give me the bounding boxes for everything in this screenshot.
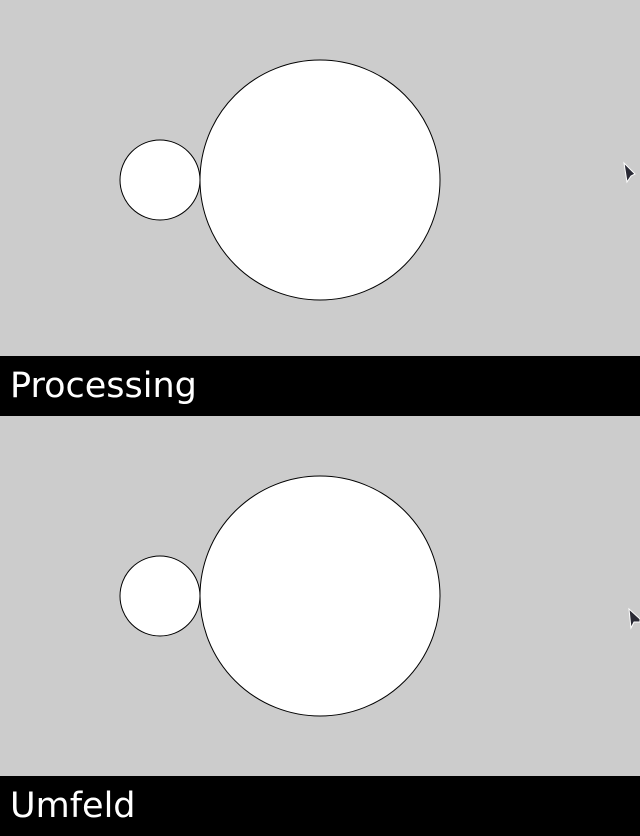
sketch-drawing xyxy=(119,59,636,301)
large-circle xyxy=(199,475,441,717)
small-circle xyxy=(119,139,201,221)
large-circle xyxy=(199,59,441,301)
sketch-drawing xyxy=(119,475,640,717)
mouse-pointer-icon xyxy=(628,607,640,630)
sketch-canvas[interactable] xyxy=(0,0,640,356)
small-circle xyxy=(119,555,201,637)
processing-panel: Processing xyxy=(0,0,640,416)
panel-label: Processing xyxy=(0,356,640,416)
mouse-pointer-icon xyxy=(623,161,636,184)
sketch-canvas[interactable] xyxy=(0,416,640,776)
umfeld-panel: Umfeld xyxy=(0,416,640,836)
panel-label: Umfeld xyxy=(0,776,640,836)
